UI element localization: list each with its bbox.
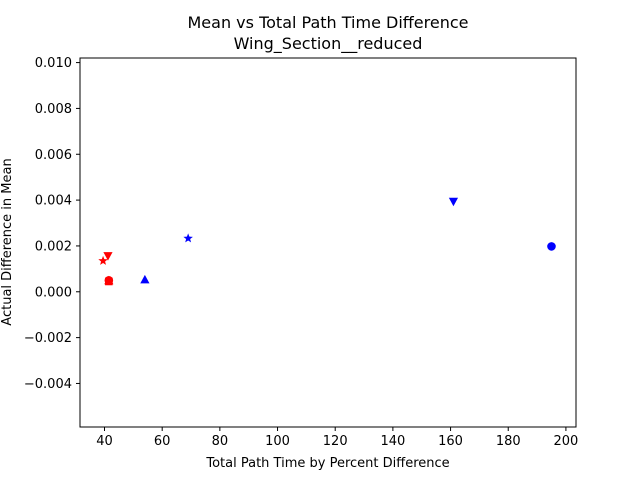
y-tick-label: 0.010: [35, 56, 72, 71]
red-star-point: [98, 255, 108, 265]
y-tick-label: 0.002: [35, 239, 72, 254]
x-tick-label: 180: [496, 434, 521, 449]
red-triangle-up-point: [104, 275, 114, 285]
x-axis-label: Total Path Time by Percent Difference: [205, 456, 449, 471]
x-tick-label: 100: [265, 434, 290, 449]
x-tick-label: 60: [154, 434, 171, 449]
x-tick-label: 40: [96, 434, 113, 449]
y-tick-label: −0.002: [24, 331, 72, 346]
data-points: [98, 197, 556, 286]
plot-area: [79, 57, 577, 428]
blue-circle-point: [547, 242, 556, 251]
y-tick-label: 0.006: [35, 148, 72, 163]
x-tick-label: 140: [380, 434, 405, 449]
blue-star-point: [183, 233, 193, 243]
x-tick-label: 160: [438, 434, 463, 449]
y-axis-label: Actual Difference in Mean: [0, 158, 15, 325]
y-axis-ticks: −0.004 −0.002 0.000 0.002 0.004 0.006 0.008 0.0…: [24, 56, 80, 392]
x-axis-ticks: 40 60 80 100 120 140 160 180 200: [96, 427, 578, 449]
x-tick-label: 200: [553, 434, 578, 449]
x-tick-label: 80: [212, 434, 229, 449]
x-tick-label: 120: [323, 434, 348, 449]
plot-frame: [79, 57, 577, 428]
y-tick-label: −0.004: [24, 377, 72, 392]
blue-triangle-up-point: [140, 274, 150, 284]
chart-subtitle: Wing_Section__reduced: [234, 34, 423, 54]
chart-title: Mean vs Total Path Time Difference: [188, 13, 469, 32]
y-tick-label: 0.004: [35, 194, 72, 209]
blue-triangle-down-point: [448, 197, 459, 207]
red-triangle-down-point: [103, 252, 113, 261]
y-tick-label: 0.008: [35, 102, 72, 117]
y-tick-label: 0.000: [35, 285, 72, 300]
